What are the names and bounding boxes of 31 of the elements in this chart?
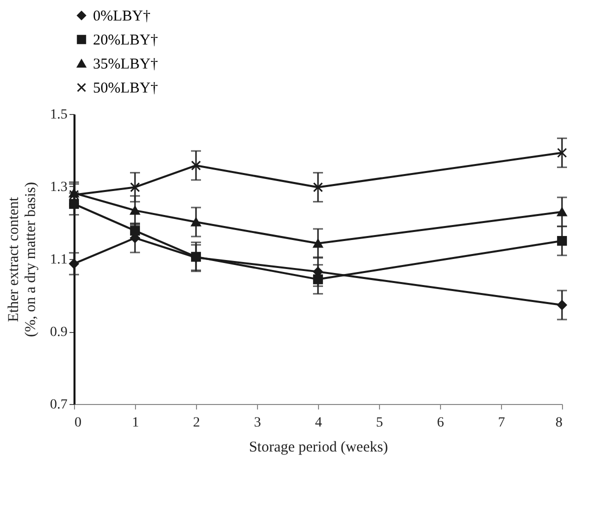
point [130,182,140,192]
legend-label: 50%LBY† [93,80,158,96]
y-tick-label: 0.7 [50,398,68,412]
x-tick-label: 2 [193,416,200,430]
y-axis-title: Ether extract content (%, on a dry matter basis) [6,182,39,337]
y-tick-label: 1.1 [50,252,68,268]
x-tick-label: 7 [498,416,505,430]
point [191,160,201,170]
point [313,182,323,192]
x-tick-label: 8 [556,416,562,430]
y-tick-label: 1.3 [50,180,68,195]
x-tick-label: 5 [376,416,383,430]
point [130,226,140,236]
x-tick-label: 4 [315,416,322,430]
legend-label: 20%LBY† [93,32,158,48]
point [557,148,567,158]
y-tick-label: 1.5 [50,108,68,122]
x-tick-label: 1 [132,416,139,430]
x-tick-label: 6 [437,416,444,430]
point [313,274,323,284]
legend-label: 35%LBY† [93,56,158,72]
point [191,252,201,262]
x-tick-label: 0 [74,416,82,430]
point [69,198,79,209]
legend-label: 0%LBY† [93,8,151,24]
point [69,190,79,200]
x-axis-title: Storage period (weeks) [248,440,388,456]
x-tick-label: 3 [254,416,261,430]
point [557,236,567,246]
y-tick-label: 0.9 [50,325,68,340]
point [69,258,79,269]
